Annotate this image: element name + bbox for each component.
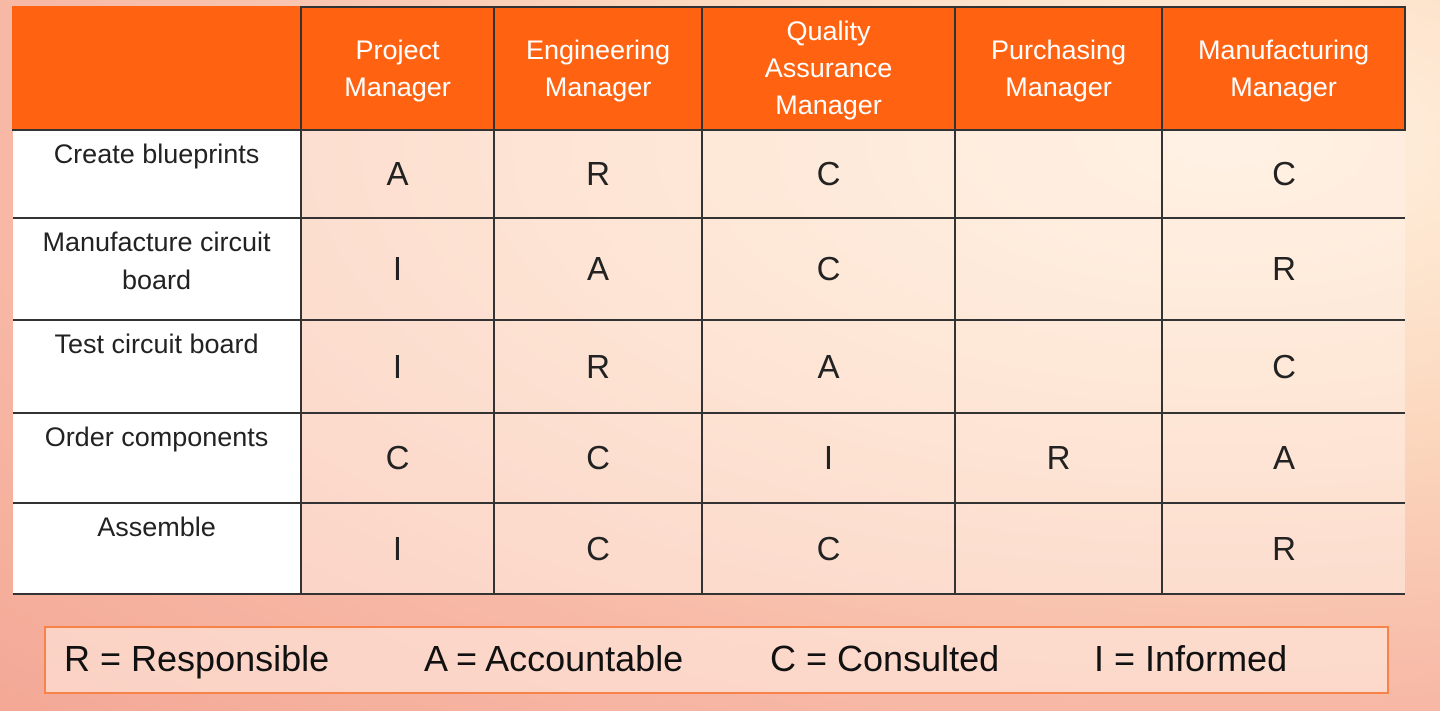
- raci-cell: C: [493, 412, 703, 504]
- raci-cell: I: [300, 319, 495, 414]
- row-label-line: Manufacture circuit: [42, 227, 271, 257]
- raci-cell: [954, 217, 1163, 321]
- raci-cell: I: [300, 217, 495, 321]
- raci-cell: C: [300, 412, 495, 504]
- row-label-line: Assemble: [97, 512, 216, 542]
- header-row: Project Manager Engineering Manager Quality A…: [12, 6, 1406, 131]
- raci-cell: [954, 129, 1163, 219]
- header-line: Manager: [1005, 71, 1112, 102]
- legend-item: R = Responsible: [64, 638, 330, 679]
- row-label: Order components: [13, 412, 302, 504]
- raci-cell: I: [300, 502, 495, 595]
- raci-cell: A: [701, 319, 956, 414]
- table-row: Create blueprints A R C C: [13, 129, 1405, 219]
- column-header: Engineering Manager: [493, 6, 703, 131]
- legend: R = Responsible A = Accountable C = Consul…: [44, 626, 1389, 694]
- row-label: Assemble: [13, 502, 302, 595]
- corner-cell: [12, 6, 302, 131]
- header-line: Quality: [786, 16, 871, 46]
- raci-cell: I: [701, 412, 956, 504]
- row-label: Manufacture circuit board: [13, 217, 302, 321]
- raci-cell: R: [1161, 217, 1405, 321]
- row-label-line: Order components: [44, 422, 269, 452]
- legend-item: I = Informed: [1094, 638, 1288, 679]
- raci-cell: [954, 319, 1163, 414]
- raci-cell: C: [701, 129, 956, 219]
- row-label-line: Test circuit board: [54, 329, 259, 359]
- table-row: Test circuit board I R A C: [13, 319, 1405, 414]
- row-label: Test circuit board: [13, 319, 302, 414]
- header-line: Project: [355, 34, 440, 65]
- legend-item: C = Consulted: [770, 638, 1000, 679]
- column-header: Manufacturing Manager: [1161, 6, 1406, 131]
- row-label: Create blueprints: [13, 129, 302, 219]
- header-line: Manager: [344, 71, 451, 102]
- raci-cell: C: [1161, 129, 1405, 219]
- row-label-line: board: [121, 265, 192, 295]
- raci-cell: A: [1161, 412, 1405, 504]
- header-line: Engineering: [525, 34, 671, 65]
- column-header: Project Manager: [300, 6, 495, 131]
- legend-item: A = Accountable: [424, 638, 684, 679]
- header-line: Purchasing: [990, 34, 1127, 65]
- column-header: Quality Assurance Manager: [701, 6, 956, 131]
- table-body: Create blueprints A R C C Manufacture circuit…: [13, 129, 1405, 595]
- row-label-line: Create blueprints: [53, 139, 260, 169]
- column-header: Purchasing Manager: [954, 6, 1163, 131]
- raci-cell: [954, 502, 1163, 595]
- raci-cell: C: [701, 502, 956, 595]
- raci-table: Project Manager Engineering Manager Quality A…: [12, 6, 1406, 595]
- raci-cell: C: [493, 502, 703, 595]
- header-line: Assurance: [764, 53, 893, 83]
- raci-cell: A: [493, 217, 703, 321]
- raci-cell: R: [493, 129, 703, 219]
- header-line: Manager: [1230, 71, 1337, 102]
- header-line: Manager: [775, 90, 882, 120]
- raci-cell: R: [954, 412, 1163, 504]
- raci-cell: A: [300, 129, 495, 219]
- raci-cell: R: [493, 319, 703, 414]
- header-line: Manufacturing: [1197, 34, 1370, 65]
- header-line: Manager: [544, 71, 652, 102]
- table-row: Order components C C I R A: [13, 412, 1405, 504]
- table-row: Assemble I C C R: [13, 502, 1405, 595]
- raci-cell: R: [1161, 502, 1405, 595]
- table-row: Manufacture circuit board I A C R: [13, 217, 1405, 321]
- raci-cell: C: [1161, 319, 1405, 414]
- raci-cell: C: [701, 217, 956, 321]
